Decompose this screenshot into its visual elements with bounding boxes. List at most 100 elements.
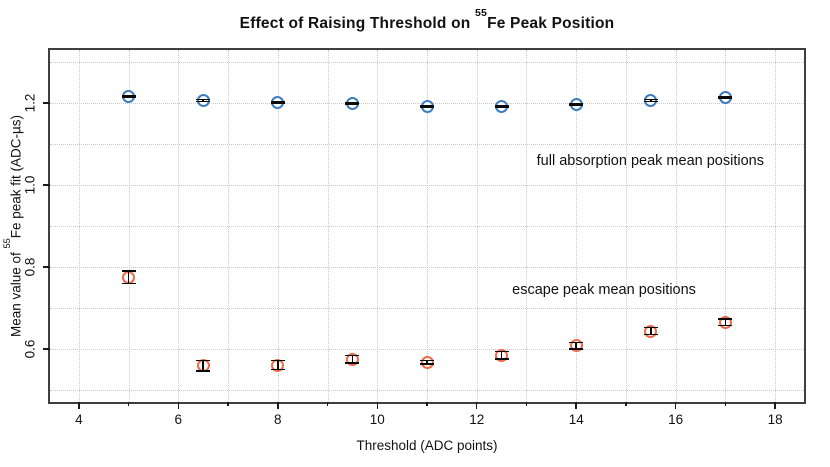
error-bar-line [351,102,354,105]
error-bar-cap-top [270,100,285,103]
y-axis-major-tick [43,184,50,186]
x-tick-label: 10 [369,412,385,427]
error-bar-line [650,99,652,102]
x-axis-major-tick [674,402,677,409]
gridline-horizontal [50,267,804,269]
y-axis-title-suffix: Fe peak fit (ADC-µs) [8,114,24,239]
error-bar-cap-top [643,98,658,101]
error-bar-cap-bottom [569,104,584,106]
error-bar-cap-bottom [569,348,584,350]
error-bar-cap-bottom [121,96,136,98]
annotation-label: escape peak mean positions [512,282,696,298]
gridline-horizontal [50,308,804,310]
y-axis-major-tick [43,348,50,350]
error-bar-cap-bottom [270,368,285,371]
x-axis-title: Threshold (ADC points) [356,438,498,453]
error-bar-cap-top [569,341,584,344]
y-tick-label: 1.2 [22,93,38,113]
error-bar-cap-top [121,94,136,97]
error-bar-line [127,95,130,98]
error-bar-cap-bottom [643,333,658,336]
x-axis-major-tick [376,402,378,409]
x-axis-major-tick [277,402,279,409]
y-tick-label: 0.6 [22,339,38,359]
x-axis-major-tick [177,402,180,409]
error-bar-cap-top [420,104,434,107]
error-bar-cap-bottom [121,282,136,285]
error-bar-cap-bottom [345,103,360,106]
gridline-horizontal [50,61,804,63]
error-bar-cap-bottom [494,358,509,360]
gridline-horizontal [50,184,804,186]
y-tick-label: 1.0 [22,175,38,195]
error-bar-cap-top [494,350,509,353]
x-axis-minor-tick [426,402,428,406]
error-bar-line [426,360,428,364]
y-axis-title-text: Mean value of [8,248,24,338]
annotation-label: full absorption peak mean positions [536,152,764,169]
error-bar-cap-top [345,354,360,357]
error-bar-line [202,360,204,372]
y-axis-title-superscript: 55 [1,238,12,249]
error-bar-cap-bottom [494,106,509,109]
error-bar-line [724,319,727,326]
error-bar-line [650,327,652,335]
x-axis-minor-tick [227,402,229,406]
error-bar-cap-bottom [196,100,211,103]
error-bar-cap-top [718,318,733,320]
error-bar-line [202,99,204,102]
gridline-horizontal [50,390,804,392]
x-axis-minor-tick [326,402,329,406]
x-tick-label: 12 [469,412,485,427]
error-bar-line [426,105,428,108]
error-bar-line [276,360,279,370]
x-tick-label: 6 [174,412,183,427]
error-bar-cap-top [643,326,658,329]
y-axis-major-tick [43,266,50,268]
x-tick-label: 18 [767,412,783,427]
y-tick-label: 0.8 [22,257,38,277]
x-axis-minor-tick [525,402,528,406]
error-bar-line [724,96,727,98]
error-bar-cap-top [270,359,285,362]
error-bar-cap-top [196,359,211,362]
x-axis-minor-tick [127,402,130,406]
error-bar-cap-bottom [420,106,434,108]
error-bar-cap-top [718,95,733,98]
error-bar-line [127,271,130,284]
x-axis-minor-tick [724,402,727,406]
chart-title-superscript: 55 [474,7,488,20]
error-bar-cap-bottom [345,362,360,364]
error-bar-cap-top [196,98,211,101]
error-bar-line [500,351,503,359]
gridline-horizontal [50,349,804,351]
error-bar-line [575,103,577,105]
error-bar-cap-bottom [196,370,211,372]
error-bar-cap-top [121,270,136,272]
error-bar-cap-bottom [643,100,658,103]
error-bar-cap-top [420,359,434,362]
gridline-horizontal [50,143,804,145]
error-bar-line [575,342,577,350]
error-bar-cap-top [494,105,509,107]
x-tick-label: 16 [668,412,684,427]
x-axis-major-tick [475,402,478,409]
error-bar-line [351,355,354,364]
chart-title: Effect of Raising Threshold on 55Fe Peak… [50,7,804,33]
error-bar-cap-bottom [718,97,733,99]
x-axis-minor-tick [625,402,627,406]
chart-title-suffix: Fe Peak Position [487,15,615,33]
error-bar-cap-bottom [718,324,733,327]
error-bar-cap-top [345,102,360,104]
chart-title-text: Effect of Raising Threshold on [239,15,475,33]
x-axis-major-tick [774,402,776,409]
error-bar-cap-bottom [420,363,434,365]
x-tick-label: 4 [75,412,83,427]
error-bar-cap-top [569,102,584,105]
x-axis-major-tick [575,402,577,409]
error-bar-cap-bottom [270,102,285,104]
error-bar-line [500,105,503,108]
x-tick-label: 8 [274,412,282,427]
y-axis-title: Mean value of 55Fe peak fit (ADC-µs) [2,114,24,338]
